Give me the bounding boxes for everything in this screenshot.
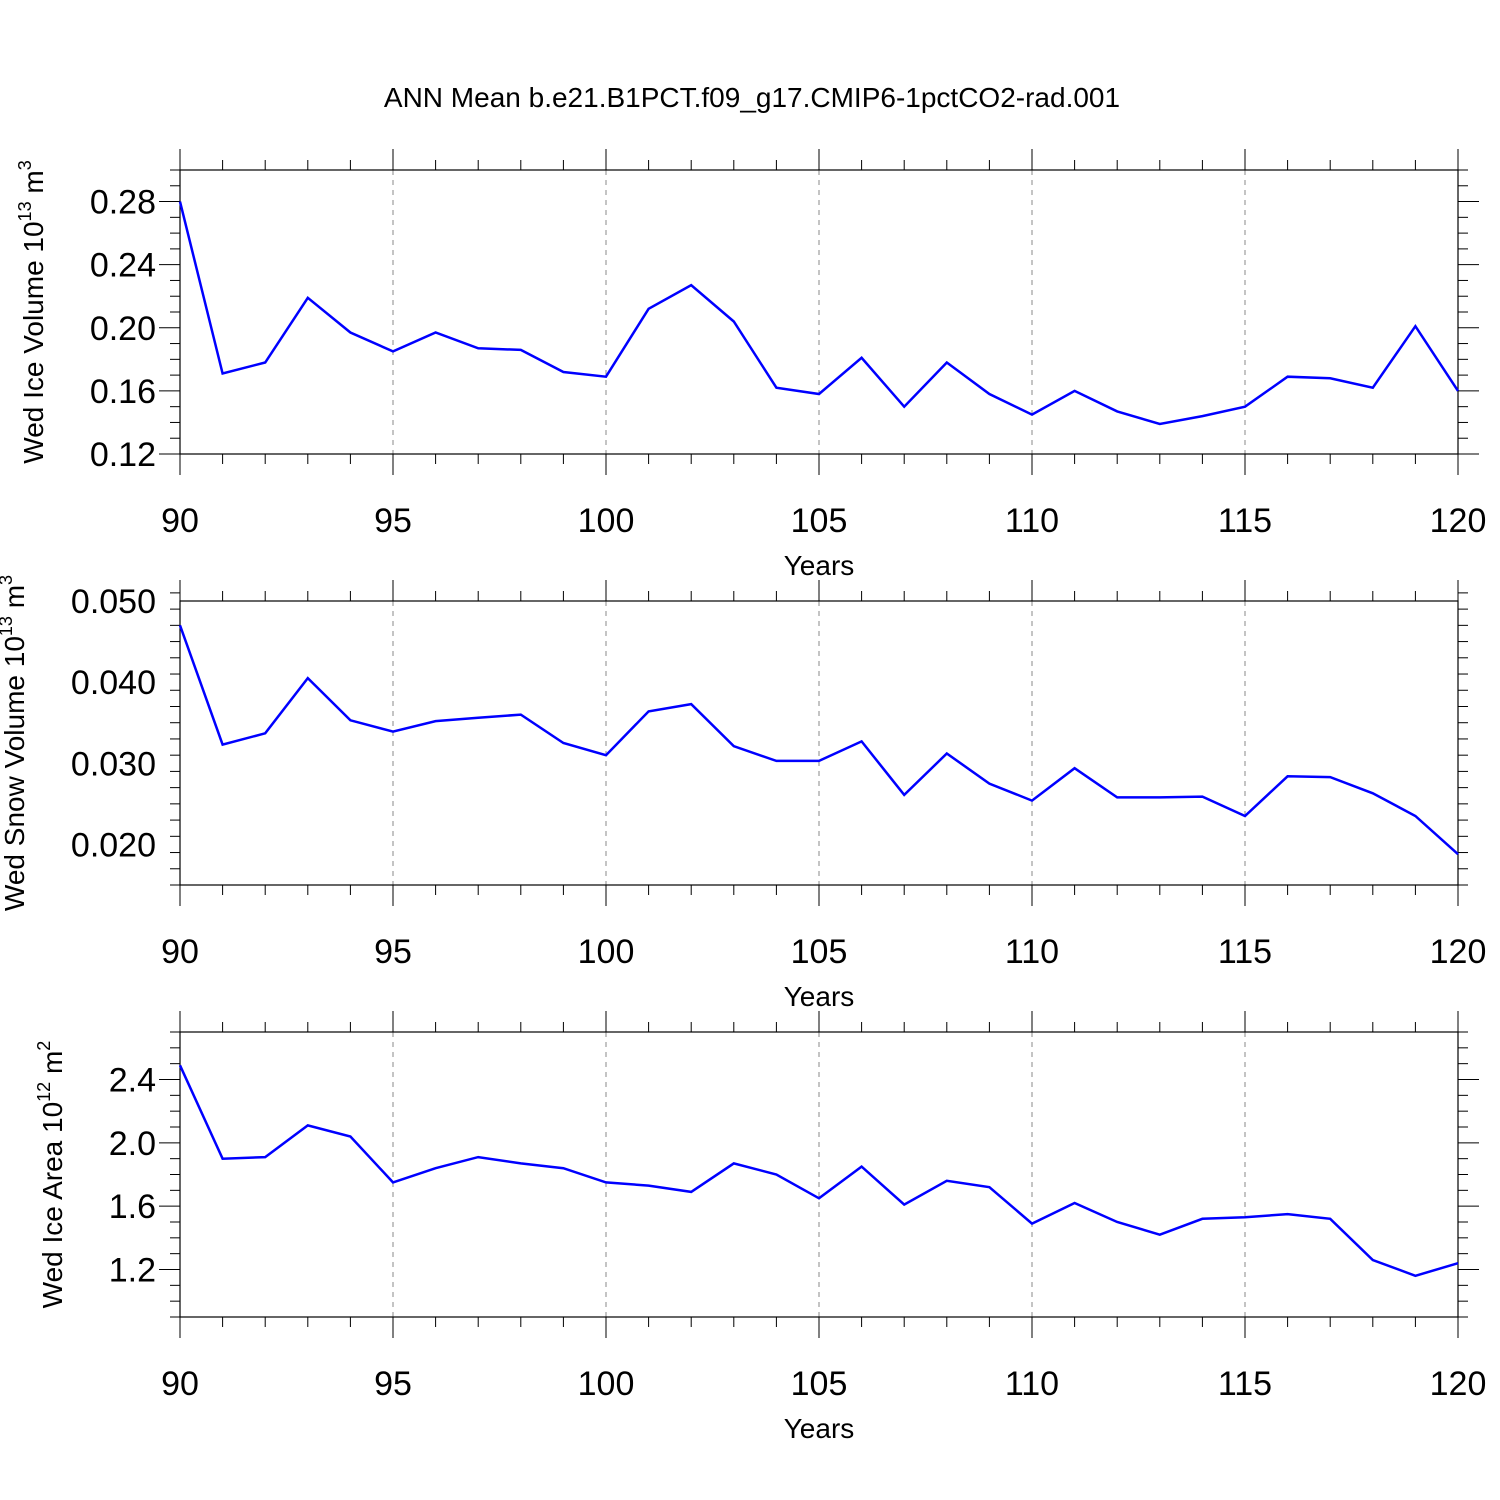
y-tick-label: 0.030 bbox=[71, 745, 156, 783]
x-tick-label: 105 bbox=[791, 933, 848, 971]
x-tick-label: 95 bbox=[374, 1365, 412, 1403]
series-line bbox=[178, 1064, 1459, 1278]
y-tick-label: 0.16 bbox=[90, 373, 156, 411]
y-axis-label-part: Wed Ice Area 10 bbox=[37, 1102, 68, 1309]
y-axis-label: Wed Snow Volume 1013 m3 bbox=[0, 575, 30, 911]
x-tick-label: 105 bbox=[791, 1365, 848, 1403]
x-tick-label: 115 bbox=[1218, 1365, 1272, 1403]
x-tick-label: 100 bbox=[578, 1365, 635, 1403]
y-tick-label: 0.20 bbox=[90, 310, 156, 348]
x-tick-label: 110 bbox=[1005, 933, 1059, 971]
y-axis-label-superscript: 3 bbox=[0, 575, 16, 585]
x-tick-label: 90 bbox=[161, 933, 199, 971]
y-tick-label: 0.12 bbox=[90, 436, 156, 474]
y-axis-label-part: m bbox=[18, 170, 49, 201]
x-tick-label: 115 bbox=[1218, 933, 1272, 971]
x-tick-label: 120 bbox=[1430, 1365, 1487, 1403]
y-axis-label-superscript: 2 bbox=[34, 1041, 54, 1051]
y-tick-label: 1.6 bbox=[109, 1188, 156, 1226]
y-axis-label: Wed Ice Area 1012 m2 bbox=[34, 1041, 68, 1309]
y-axis-label-superscript: 13 bbox=[0, 616, 16, 636]
x-tick-label: 120 bbox=[1430, 502, 1487, 540]
x-tick-label: 115 bbox=[1218, 502, 1272, 540]
y-axis-label-part: m bbox=[0, 585, 30, 616]
series-line bbox=[178, 201, 1460, 426]
y-axis-label-superscript: 12 bbox=[34, 1082, 54, 1102]
y-axis-label-part: m bbox=[37, 1051, 68, 1082]
y-axis-label-part: Wed Ice Volume 10 bbox=[18, 221, 49, 463]
x-tick-label: 120 bbox=[1430, 933, 1487, 971]
x-axis-label: Years bbox=[784, 550, 855, 581]
x-tick-label: 90 bbox=[161, 502, 199, 540]
chart-panel-3: 90 95 100 105 110 115 120 Years 1.2 1.6 2.0 2.4 Wed … bbox=[34, 1011, 1486, 1444]
x-tick-label: 95 bbox=[374, 502, 412, 540]
y-axis-label-superscript: 3 bbox=[15, 160, 35, 170]
x-axis-label: Years bbox=[784, 981, 855, 1012]
panels: 90 95 100 105 110 115 120 Years 0.12 0.16 0.20 0.24… bbox=[0, 149, 1486, 1444]
y-tick-label: 2.0 bbox=[109, 1125, 156, 1163]
y-tick-label: 2.4 bbox=[109, 1062, 156, 1100]
x-tick-label: 100 bbox=[578, 502, 635, 540]
y-tick-label: 0.24 bbox=[90, 247, 156, 285]
y-tick-label: 0.040 bbox=[71, 664, 156, 702]
x-axis-label: Years bbox=[784, 1413, 855, 1444]
x-tick-label: 90 bbox=[161, 1365, 199, 1403]
y-axis-label-superscript: 13 bbox=[15, 201, 35, 221]
y-axis-label: Wed Ice Volume 1013 m3 bbox=[15, 160, 49, 463]
y-tick-label: 1.2 bbox=[109, 1252, 156, 1290]
series-line bbox=[178, 624, 1459, 856]
x-tick-label: 95 bbox=[374, 933, 412, 971]
y-tick-label: 0.050 bbox=[71, 583, 156, 621]
chart-panel-2: 90 95 100 105 110 115 120 Years 0.020 0.030 0.040 0… bbox=[0, 575, 1486, 1012]
y-axis-label-part: Wed Snow Volume 10 bbox=[0, 636, 30, 911]
chart-panel-1: 90 95 100 105 110 115 120 Years 0.12 0.16 0.20 0.24… bbox=[15, 149, 1486, 581]
y-tick-label: 0.28 bbox=[90, 184, 156, 222]
x-tick-label: 105 bbox=[791, 502, 848, 540]
x-tick-label: 110 bbox=[1005, 502, 1059, 540]
figure-title: ANN Mean b.e21.B1PCT.f09_g17.CMIP6-1pctC… bbox=[384, 82, 1120, 113]
x-tick-label: 100 bbox=[578, 933, 635, 971]
x-tick-label: 110 bbox=[1005, 1365, 1059, 1403]
y-tick-label: 0.020 bbox=[71, 826, 156, 864]
